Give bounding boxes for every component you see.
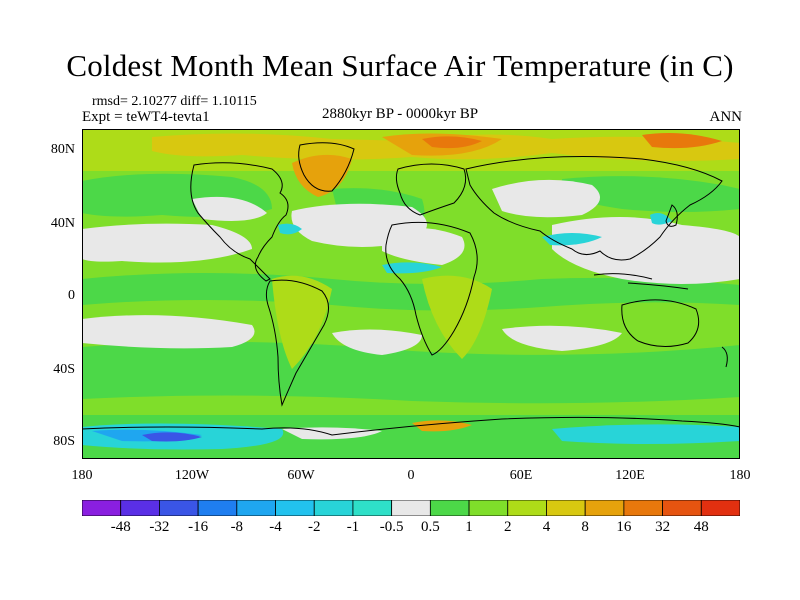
- colorbar-label: -0.5: [379, 519, 404, 535]
- field-cyan-greenland: [278, 223, 302, 235]
- field-ind-pac-neutral: [552, 217, 740, 284]
- lon-tick-0: 0: [407, 468, 415, 483]
- colorbar-swatch: [507, 500, 547, 516]
- colorbar-label: -1: [346, 519, 360, 535]
- period-label: 2880kyr BP - 0000kyr BP: [321, 106, 479, 122]
- colorbar-label: 1: [465, 519, 473, 535]
- colorbar-swatch: [546, 500, 586, 516]
- coast-asia: [465, 156, 723, 261]
- colorbar-swatch: [584, 500, 625, 516]
- coastlines: [82, 142, 740, 436]
- colorbar-swatch: [429, 500, 470, 516]
- colorbar-swatch: [662, 500, 702, 516]
- rmsd-diff-label: rmsd= 2.10277 diff= 1.10115: [92, 94, 257, 109]
- colorbar-swatch: [313, 500, 354, 516]
- lon-tick-60e: 60E: [509, 468, 533, 483]
- colorbar-swatch: [159, 500, 199, 516]
- experiment-label: Expt = teWT4-tevta1: [82, 109, 210, 125]
- colorbar-swatch: [120, 500, 160, 516]
- colorbar-swatch: [623, 500, 663, 516]
- field-arctic-orange-4: [422, 136, 482, 149]
- coast-australia: [621, 299, 700, 347]
- field-sa-yellow: [272, 275, 332, 369]
- field-equator-green: [82, 273, 740, 311]
- colorbar-swatch: [275, 500, 315, 516]
- field-cyan-sahara: [382, 262, 442, 274]
- colorbar-swatch: [468, 500, 509, 516]
- lat-tick-40n: 40N: [50, 216, 75, 231]
- temperature-map: [82, 129, 740, 459]
- lat-tick-0: 0: [68, 288, 75, 303]
- field-africa-yellow: [422, 275, 492, 359]
- colorbar-label: 0.5: [420, 519, 440, 535]
- colorbar-label: -4: [269, 519, 282, 535]
- colorbar-label: -16: [188, 519, 209, 535]
- coast-south-america: [265, 279, 329, 407]
- colorbar-swatch: [391, 500, 431, 516]
- field-asia-green: [562, 176, 740, 212]
- field-eurasia-neutral: [492, 179, 600, 218]
- field-spac-neutral: [82, 315, 255, 349]
- coast-antarctica: [82, 416, 740, 436]
- coast-africa: [385, 221, 478, 356]
- lon-tick-120e: 120E: [615, 468, 645, 483]
- coast-greenland: [298, 142, 355, 192]
- map-frame: [82, 129, 740, 459]
- lon-tick-180w: 180: [71, 468, 93, 483]
- field-satl-neutral: [332, 329, 422, 355]
- field-pac-east-neutral: [192, 196, 267, 221]
- field-npac-neutral: [82, 223, 252, 263]
- colorbar: [82, 500, 740, 516]
- colorbar-swatch: [700, 500, 740, 516]
- coast-north-america: [190, 162, 289, 282]
- coast-indonesia: [593, 273, 689, 290]
- field-antarctic-orange: [412, 420, 472, 432]
- lon-tick-60w: 60W: [287, 468, 315, 483]
- colorbar-label: 48: [693, 519, 709, 535]
- lon-tick-120w: 120W: [174, 468, 210, 483]
- field-arctic-orange-3: [642, 133, 722, 149]
- lat-tick-40s: 40S: [53, 362, 75, 377]
- field-antarctic-cyan-east: [552, 424, 740, 444]
- coast-japan: [665, 204, 678, 227]
- field-south-green: [82, 341, 740, 404]
- colorbar-label: 4: [542, 519, 551, 535]
- coast-europe: [395, 163, 467, 216]
- colorbar-label: 2: [504, 519, 512, 535]
- field-arabia-neutral: [382, 227, 465, 265]
- field-arctic-orange-2: [292, 154, 352, 197]
- colorbar-label: -8: [230, 519, 244, 535]
- colorbar-swatch: [352, 500, 393, 516]
- coast-new-zealand: [721, 346, 728, 368]
- lat-tick-80n: 80N: [50, 142, 75, 157]
- chart-title: Coldest Month Mean Surface Air Temperatu…: [66, 48, 734, 83]
- colorbar-swatch: [82, 500, 122, 516]
- colorbar-swatch: [197, 500, 238, 516]
- colorbar-label: -32: [149, 519, 170, 535]
- field-antarctic-neutral: [282, 427, 382, 440]
- season-label: ANN: [709, 109, 743, 125]
- field-sind-neutral: [502, 325, 622, 351]
- colorbar-label: 32: [655, 519, 671, 535]
- field-antarctic-blue-2: [142, 432, 202, 442]
- colorbar-label: -2: [307, 519, 321, 535]
- colorbar-swatch: [236, 500, 276, 516]
- colorbar-label: -48: [110, 519, 131, 535]
- lat-tick-80s: 80S: [53, 434, 75, 449]
- lon-tick-180e: 180: [729, 468, 751, 483]
- colorbar-label: 8: [581, 519, 589, 535]
- colorbar-label: 16: [616, 519, 632, 535]
